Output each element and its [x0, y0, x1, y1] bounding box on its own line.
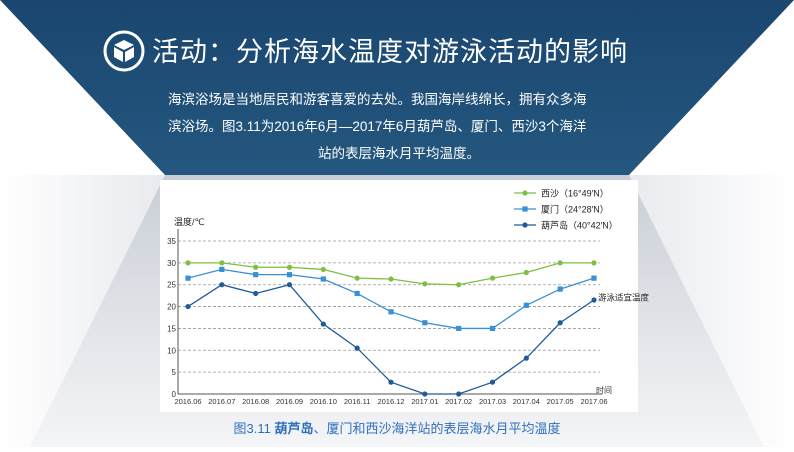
x-tick-label: 2017.01	[411, 397, 438, 406]
x-axis-label: 时间	[596, 385, 612, 395]
data-point	[286, 264, 293, 270]
chart-labels: 游泳适宜温度	[598, 293, 650, 303]
y-tick-label: 15	[167, 324, 176, 333]
header-panel	[0, 0, 794, 175]
figure-caption: 图3.11 葫芦岛、厦门和西沙海洋站的表层海水月平均温度	[0, 418, 794, 437]
legend-label: 厦门（24°28′N）	[541, 204, 609, 215]
data-point	[354, 290, 360, 297]
data-point	[489, 325, 496, 332]
x-tick-label: 2016.09	[276, 397, 303, 406]
annotation-label: 游泳适宜温度	[598, 293, 650, 303]
data-point	[185, 260, 191, 266]
chart-panel	[160, 180, 638, 412]
legend-label: 西沙（16°49′N）	[541, 189, 609, 199]
chart-axes: 0 5 10 15 20 25 30 35 温度/℃ 2016.06 2016.07 2016.08 2…	[167, 216, 612, 406]
data-point	[557, 320, 563, 326]
data-point	[320, 266, 326, 273]
data-point	[219, 266, 225, 273]
data-point	[354, 345, 360, 351]
y-tick-label: 30	[167, 259, 176, 268]
y-axis-label: 温度/℃	[174, 216, 205, 227]
data-point	[456, 282, 462, 288]
intro-text: 海滨浴场是当地居民和游客喜爱的去处。我国海岸线绵长，拥有众多海 滨浴场。图3.1…	[168, 86, 630, 167]
x-tick-label: 2016.12	[377, 397, 404, 406]
data-point	[422, 391, 428, 397]
x-tick-label: 2016.11	[344, 397, 371, 406]
x-tick-label: 2016.08	[242, 397, 269, 406]
chart-legend: 西沙（16°49′N） 厦门（24°28′N） 葫芦岛（40°42′N）	[514, 189, 618, 231]
data-point	[388, 309, 394, 315]
data-point	[591, 260, 597, 266]
data-point	[388, 276, 394, 282]
y-tick-label: 35	[167, 237, 176, 246]
y-tick-label: 10	[167, 346, 176, 355]
intro-line-3: 站的表层海水月平均温度。	[318, 146, 480, 161]
caption-prefix: 图3.11	[233, 421, 275, 436]
data-point	[557, 286, 563, 292]
y-tick-label: 0	[172, 390, 177, 399]
data-point	[523, 355, 529, 361]
page-title: 活动：分析海水温度对游泳活动的影响	[152, 37, 628, 67]
legend-marker	[522, 222, 528, 228]
data-point	[388, 379, 394, 385]
legend-label: 葫芦岛（40°42′N）	[541, 220, 618, 231]
x-tick-label: 2017.05	[547, 397, 574, 406]
intro-line-2: 滨浴场。图3.11为2016年6月—2017年6月葫芦岛、厦门、西沙3个海洋	[168, 119, 587, 134]
y-tick-label: 25	[167, 281, 176, 290]
data-point	[185, 275, 191, 281]
legend-marker	[522, 206, 528, 212]
data-point	[286, 272, 293, 278]
caption-bold: 葫芦岛	[274, 421, 314, 436]
data-point	[591, 297, 597, 303]
x-tick-label: 2017.06	[580, 397, 607, 406]
data-point	[320, 321, 326, 327]
data-point	[489, 275, 496, 281]
data-point	[523, 302, 529, 308]
intro-line-1: 海滨浴场是当地居民和游客喜爱的去处。我国海岸线绵长，拥有众多海	[168, 92, 587, 107]
data-point	[523, 269, 529, 276]
data-point	[185, 303, 191, 310]
data-point	[253, 264, 259, 270]
caption-rest: 、厦门和西沙海洋站的表层海水月平均温度	[313, 421, 561, 436]
chart-grid	[178, 240, 600, 373]
right-wall	[629, 175, 794, 447]
data-point	[320, 276, 326, 282]
left-wall	[0, 175, 165, 447]
cube-icon	[103, 30, 145, 72]
y-tick-label: 20	[167, 303, 176, 312]
data-point	[489, 379, 496, 385]
data-point	[253, 290, 259, 297]
data-point	[219, 260, 225, 266]
data-point	[354, 275, 360, 281]
legend-marker	[522, 190, 528, 196]
chart-series	[185, 260, 597, 397]
data-point	[422, 281, 428, 287]
data-point	[456, 325, 462, 332]
x-tick-label: 2017.02	[445, 397, 472, 406]
data-point	[286, 282, 293, 288]
x-tick-label: 2016.07	[208, 397, 235, 406]
data-point	[219, 282, 225, 288]
data-point	[456, 391, 462, 397]
data-point	[591, 275, 597, 281]
data-point	[557, 260, 563, 266]
series-line	[187, 283, 595, 395]
x-tick-label: 2016.06	[174, 397, 201, 406]
x-tick-label: 2016.10	[310, 397, 337, 406]
x-tick-label: 2017.03	[479, 397, 506, 406]
data-point	[422, 320, 428, 326]
y-tick-label: 5	[172, 368, 177, 377]
x-tick-label: 2017.04	[513, 397, 540, 406]
data-point	[253, 272, 259, 278]
